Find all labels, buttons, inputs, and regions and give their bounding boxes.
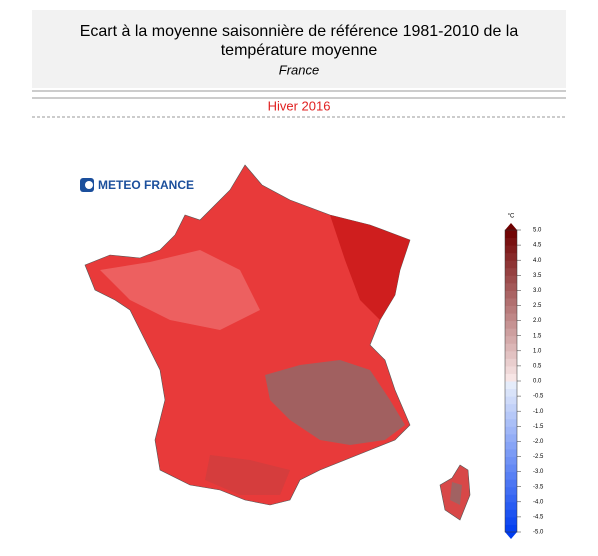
legend-swatch	[505, 426, 517, 435]
legend-swatch	[505, 448, 517, 457]
legend-unit: °C	[508, 214, 515, 220]
mainland	[84, 164, 411, 506]
legend-tick-label: -3.5	[533, 484, 544, 490]
legend-tick-label: 2.0	[533, 318, 542, 324]
legend-swatch	[505, 275, 517, 284]
legend-tick-label: -0.5	[533, 394, 544, 400]
legend-tick-label: 4.5	[533, 243, 542, 249]
title-line: température moyenne	[221, 42, 378, 59]
region-shade	[330, 215, 410, 320]
header-box	[32, 10, 566, 88]
legend-swatch	[505, 388, 517, 397]
title-line: Ecart à la moyenne saisonnière de référe…	[80, 23, 519, 40]
legend-swatch	[505, 494, 517, 503]
season-label: Hiver 2016	[268, 98, 331, 113]
legend-swatch	[505, 365, 517, 374]
legend-tick-label: 2.5	[533, 303, 542, 309]
legend-swatch	[505, 486, 517, 495]
legend-tick-label: 1.0	[533, 348, 542, 354]
legend-swatch	[505, 313, 517, 322]
logo-icon	[85, 181, 93, 189]
legend-swatch	[505, 260, 517, 269]
legend-tick-label: 0.0	[533, 379, 542, 385]
france-map	[84, 164, 471, 521]
legend-tick-label: -1.5	[533, 424, 544, 430]
legend-swatch	[505, 381, 517, 390]
legend-swatch	[505, 479, 517, 488]
legend-swatch	[505, 267, 517, 276]
legend-swatch	[505, 396, 517, 405]
legend-swatch	[505, 433, 517, 442]
logo-text: METEO FRANCE	[98, 178, 194, 192]
legend-swatch	[505, 471, 517, 480]
legend-tick-label: -3.0	[533, 469, 544, 475]
legend-swatch	[505, 418, 517, 427]
legend-swatch	[505, 230, 517, 239]
legend-swatch	[505, 441, 517, 450]
legend-tick-label: 4.0	[533, 258, 542, 264]
legend-swatch	[505, 305, 517, 314]
legend-swatch	[505, 411, 517, 420]
region-shade	[205, 455, 290, 495]
region-shade	[265, 360, 405, 445]
legend-swatch	[505, 328, 517, 337]
subtitle: France	[279, 62, 319, 77]
legend-swatch	[505, 350, 517, 359]
legend-swatch	[505, 320, 517, 329]
legend-swatch	[505, 282, 517, 291]
legend-swatch	[505, 358, 517, 367]
legend-tick-label: 3.0	[533, 288, 542, 294]
legend-swatch	[505, 456, 517, 465]
legend-tick-label: 1.5	[533, 333, 542, 339]
legend-swatch	[505, 245, 517, 254]
legend-tick-label: -2.5	[533, 454, 544, 460]
legend-tick-label: 5.0	[533, 228, 542, 234]
legend-swatch	[505, 524, 517, 533]
region-shade	[450, 482, 462, 505]
legend-tick-label: -4.0	[533, 499, 544, 505]
legend-swatch	[505, 501, 517, 510]
legend-swatch	[505, 516, 517, 525]
legend-arrow	[505, 223, 517, 230]
legend-swatch	[505, 403, 517, 412]
legend-tick-label: -1.0	[533, 409, 544, 415]
legend-tick-label: -5.0	[533, 530, 544, 536]
legend-swatch	[505, 237, 517, 246]
legend-swatch	[505, 252, 517, 261]
legend-swatch	[505, 464, 517, 473]
color-legend: °C 5.0 4.5 4.0 3.5 3.0 2.5 2.0 1.5 1.0 0.5 0.0 -0.5…	[504, 214, 544, 539]
legend-tick-label: 3.5	[533, 273, 542, 279]
legend-swatch	[505, 335, 517, 344]
legend-swatch	[505, 373, 517, 382]
legend-arrow	[505, 532, 517, 539]
logo: METEO FRANCE	[80, 178, 194, 192]
legend-tick-label: 0.5	[533, 363, 542, 369]
legend-swatch	[505, 297, 517, 306]
region-shade	[100, 250, 260, 330]
legend-swatch	[505, 509, 517, 518]
legend-swatch	[505, 343, 517, 352]
legend-tick-label: -4.5	[533, 514, 544, 520]
legend-swatch	[505, 290, 517, 299]
legend-tick-label: -2.0	[533, 439, 544, 445]
